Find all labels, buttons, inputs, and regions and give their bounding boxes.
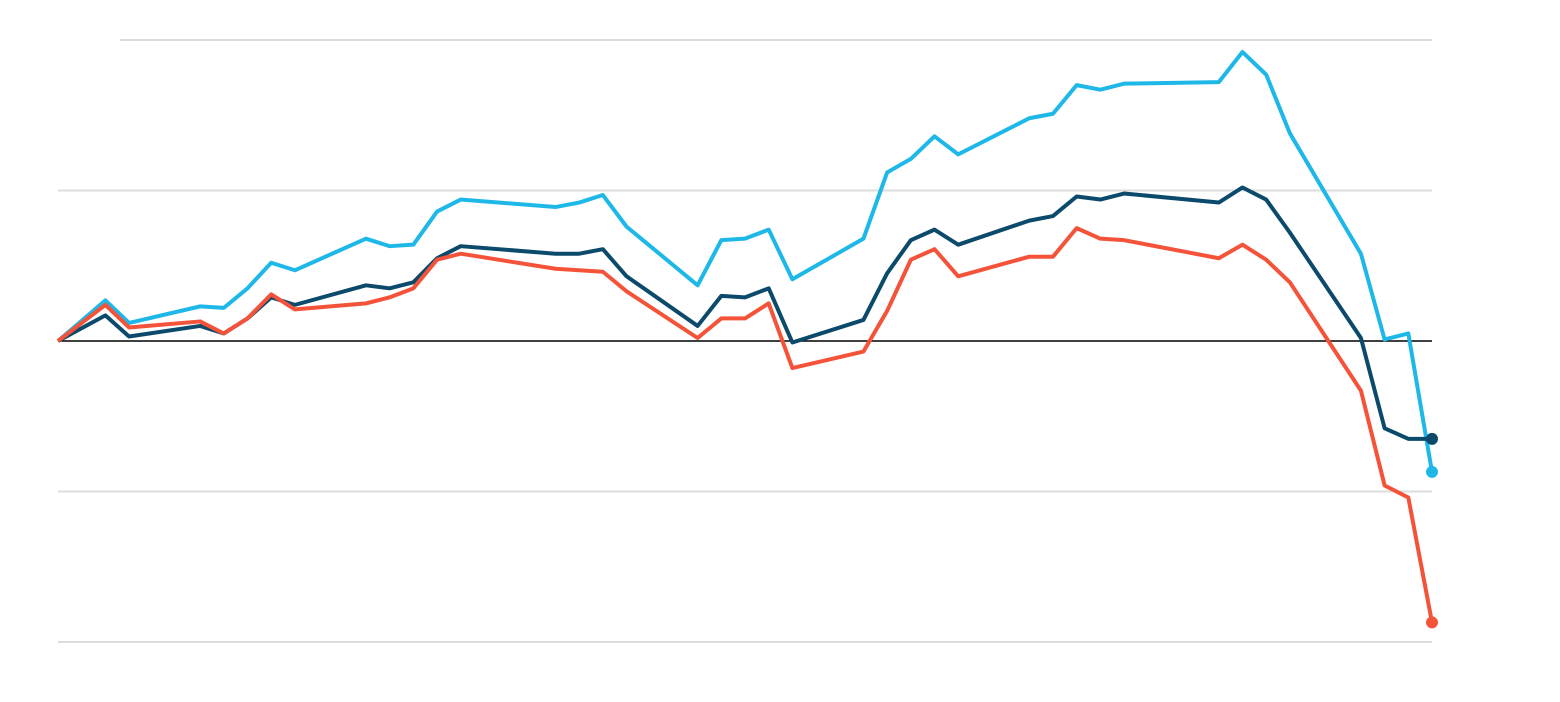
series-line: [57, 185, 1432, 441]
end-marker: [1426, 616, 1438, 629]
series-line: [56, 226, 1434, 623]
series-line: [56, 50, 1434, 473]
end-marker: [1426, 465, 1438, 478]
end-marker: [1426, 432, 1438, 445]
